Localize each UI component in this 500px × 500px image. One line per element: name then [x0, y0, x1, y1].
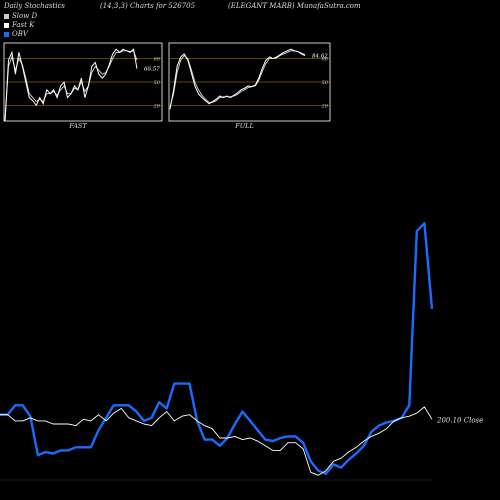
full-level-label-50: 50	[322, 80, 329, 86]
full-level-label-20: 20	[321, 103, 329, 109]
full-axis-label: FULL	[234, 122, 254, 130]
fast-stoch-line-1	[4, 48, 138, 122]
full-stoch-line-1	[169, 48, 306, 110]
legend-obv-label: OBV	[12, 30, 28, 38]
price-label: 200.10 Close	[436, 416, 483, 424]
legend-obv: OBV	[4, 30, 28, 38]
header-center: (14,3,3) Charts for 526705	[100, 2, 196, 10]
header-left: Daily Stochastics	[4, 2, 66, 10]
fast-stoch-line-2	[4, 50, 138, 122]
legend-slow-d-swatch	[4, 13, 9, 19]
legend-obv-swatch	[4, 31, 9, 37]
fast-last-value-label: 66.57	[144, 67, 160, 73]
legend-fast-k-label: Fast K	[12, 21, 35, 29]
obv-line	[0, 222, 434, 475]
legend-fast-k: Fast K	[4, 21, 34, 29]
full-last-value-label: 84.62	[312, 53, 328, 59]
fast-axis-label: FAST	[68, 122, 87, 130]
full-level-label-80: 80	[322, 57, 329, 63]
legend-fast-k-swatch	[4, 22, 9, 28]
price-line	[0, 406, 433, 476]
legend-slow-d-label: Slow D	[12, 12, 38, 20]
header-right: (ELEGANT MARB) MunafaSutra.com	[228, 2, 361, 10]
fast-level-label-50: 50	[154, 80, 161, 86]
full-stoch-line-2	[169, 50, 306, 108]
legend-slow-d: Slow D	[4, 12, 37, 20]
fast-level-label-20: 20	[153, 103, 161, 109]
fast-level-label-80: 80	[154, 57, 161, 63]
